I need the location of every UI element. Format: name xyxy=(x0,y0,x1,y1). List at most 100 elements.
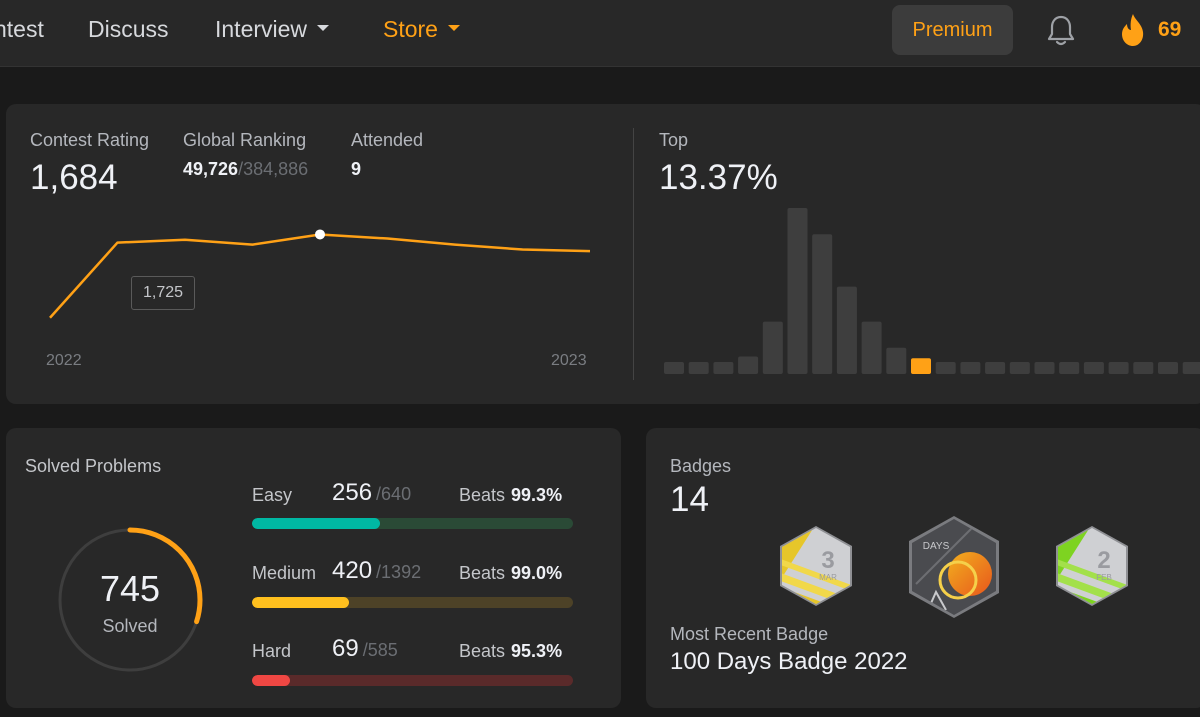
distribution-bar[interactable] xyxy=(1009,362,1030,374)
march-badge-month: MAR xyxy=(819,573,837,582)
distribution-bar[interactable] xyxy=(738,356,759,374)
nav-contest-label: ntest xyxy=(0,16,44,42)
rating-distribution-chart[interactable] xyxy=(6,104,1200,404)
easy-progress-bar xyxy=(252,518,573,529)
hard-count: 69/585 xyxy=(332,635,398,663)
distribution-bar[interactable] xyxy=(688,362,709,374)
easy-beats-value: 99.3% xyxy=(511,485,563,505)
march-badge-icon[interactable]: 3 MAR xyxy=(778,524,854,608)
february-badge-icon[interactable]: 2 FEB xyxy=(1054,524,1130,608)
medium-progress-bar xyxy=(252,597,573,608)
easy-progress-fill xyxy=(252,518,381,529)
distribution-bar[interactable] xyxy=(960,362,981,374)
solved-total-label: Solved xyxy=(102,616,158,636)
global-ranking-label: Global Ranking xyxy=(183,130,307,150)
distribution-bar[interactable] xyxy=(812,234,833,374)
global-ranking-rank: 49,726 xyxy=(183,159,239,179)
chevron-down-icon xyxy=(317,24,330,31)
february-badge-number: 2 xyxy=(1097,547,1110,574)
distribution-bar[interactable] xyxy=(1034,362,1055,374)
hard-beats-label: Beats xyxy=(459,641,506,661)
contest-rating-card: Contest Rating 1,684 Global Ranking 49,7… xyxy=(6,104,1200,404)
easy-beats: Beats 99.3% xyxy=(459,485,562,506)
days-badge-icon[interactable]: DAYS xyxy=(906,514,1002,620)
hard-total: /585 xyxy=(362,640,398,660)
distribution-bar[interactable] xyxy=(713,362,734,374)
distribution-bar[interactable] xyxy=(935,362,956,374)
march-badge-number: 3 xyxy=(821,547,834,574)
chevron-down-icon xyxy=(447,24,460,31)
x-tick-end: 2023 xyxy=(551,352,587,369)
distribution-bar[interactable] xyxy=(762,321,783,374)
medium-solved: 420 xyxy=(332,557,373,584)
contest-rating-value: 1,684 xyxy=(30,158,118,197)
rating-tooltip: 1,725 xyxy=(131,276,195,310)
distribution-bar-current[interactable] xyxy=(911,358,931,374)
badges-count: 14 xyxy=(670,480,709,519)
hard-label: Hard xyxy=(252,641,292,661)
hard-progress-fill xyxy=(252,675,290,686)
x-tick-start: 2022 xyxy=(46,352,82,369)
easy-label: Easy xyxy=(252,485,293,505)
distribution-bar[interactable] xyxy=(1108,362,1129,374)
solved-total: 745 xyxy=(99,568,161,609)
medium-total: /1392 xyxy=(376,562,422,582)
nav-interview[interactable]: Interview xyxy=(215,16,330,43)
distribution-bar[interactable] xyxy=(1133,362,1154,374)
medium-label: Medium xyxy=(252,563,317,583)
february-badge-month: FEB xyxy=(1096,573,1112,582)
premium-button[interactable]: Premium xyxy=(892,5,1013,55)
nav-store[interactable]: Store xyxy=(383,16,460,43)
nav-interview-label: Interview xyxy=(215,16,308,42)
distribution-bar[interactable] xyxy=(787,208,808,374)
distribution-bar[interactable] xyxy=(861,321,882,374)
distribution-bar[interactable] xyxy=(886,347,907,374)
easy-beats-label: Beats xyxy=(459,485,506,505)
attended-value: 9 xyxy=(351,159,362,179)
contest-rating-label: Contest Rating xyxy=(30,130,150,150)
streak-count: 69 xyxy=(1158,18,1182,41)
medium-count: 420/1392 xyxy=(332,557,421,585)
badges-card: Badges 14 3 MAR DAYS xyxy=(646,428,1200,708)
nav-store-label: Store xyxy=(383,16,438,42)
distribution-bar[interactable] xyxy=(1083,362,1104,374)
global-ranking-value: 49,726/384,886 xyxy=(183,159,308,180)
top-percentage: 13.37% xyxy=(659,158,778,197)
distribution-bar[interactable] xyxy=(1158,362,1178,374)
nav-contest[interactable]: ntest xyxy=(0,16,44,43)
rating-highlight-point[interactable] xyxy=(315,229,325,240)
medium-progress-fill xyxy=(252,597,349,608)
medium-beats: Beats 99.0% xyxy=(459,563,562,584)
hard-progress-bar xyxy=(252,675,573,686)
nav-discuss-label: Discuss xyxy=(88,16,169,42)
easy-solved: 256 xyxy=(332,479,373,506)
easy-total: /640 xyxy=(376,484,412,504)
top-nav: ntest Discuss Interview Store Premium 69 xyxy=(0,0,1200,67)
medium-beats-label: Beats xyxy=(459,563,506,583)
easy-count: 256/640 xyxy=(332,479,411,507)
solved-problems-card: Solved Problems 745 Solved Easy 256/640 … xyxy=(6,428,621,708)
global-ranking-total: /384,886 xyxy=(238,159,309,179)
badges-title: Badges xyxy=(670,456,732,476)
attended-label: Attended xyxy=(351,130,424,150)
notification-bell-icon[interactable] xyxy=(1046,14,1076,48)
distribution-bar[interactable] xyxy=(836,286,857,374)
days-badge-label: DAYS xyxy=(923,541,950,552)
nav-discuss[interactable]: Discuss xyxy=(88,16,169,43)
fire-icon xyxy=(1122,14,1144,46)
hard-solved: 69 xyxy=(332,635,359,662)
solved-progress-ring xyxy=(54,524,206,676)
hard-beats-value: 95.3% xyxy=(511,641,563,661)
solved-title: Solved Problems xyxy=(25,456,162,476)
most-recent-badge-name: 100 Days Badge 2022 xyxy=(670,648,908,675)
divider xyxy=(633,128,634,380)
distribution-bar[interactable] xyxy=(664,362,684,374)
medium-beats-value: 99.0% xyxy=(511,563,563,583)
distribution-bar[interactable] xyxy=(1182,362,1200,374)
top-label: Top xyxy=(659,130,689,150)
most-recent-badge-label: Most Recent Badge xyxy=(670,624,829,644)
distribution-bar[interactable] xyxy=(1059,362,1080,374)
hard-beats: Beats 95.3% xyxy=(459,641,562,662)
rating-line-chart[interactable] xyxy=(6,104,626,404)
distribution-bar[interactable] xyxy=(985,362,1006,374)
